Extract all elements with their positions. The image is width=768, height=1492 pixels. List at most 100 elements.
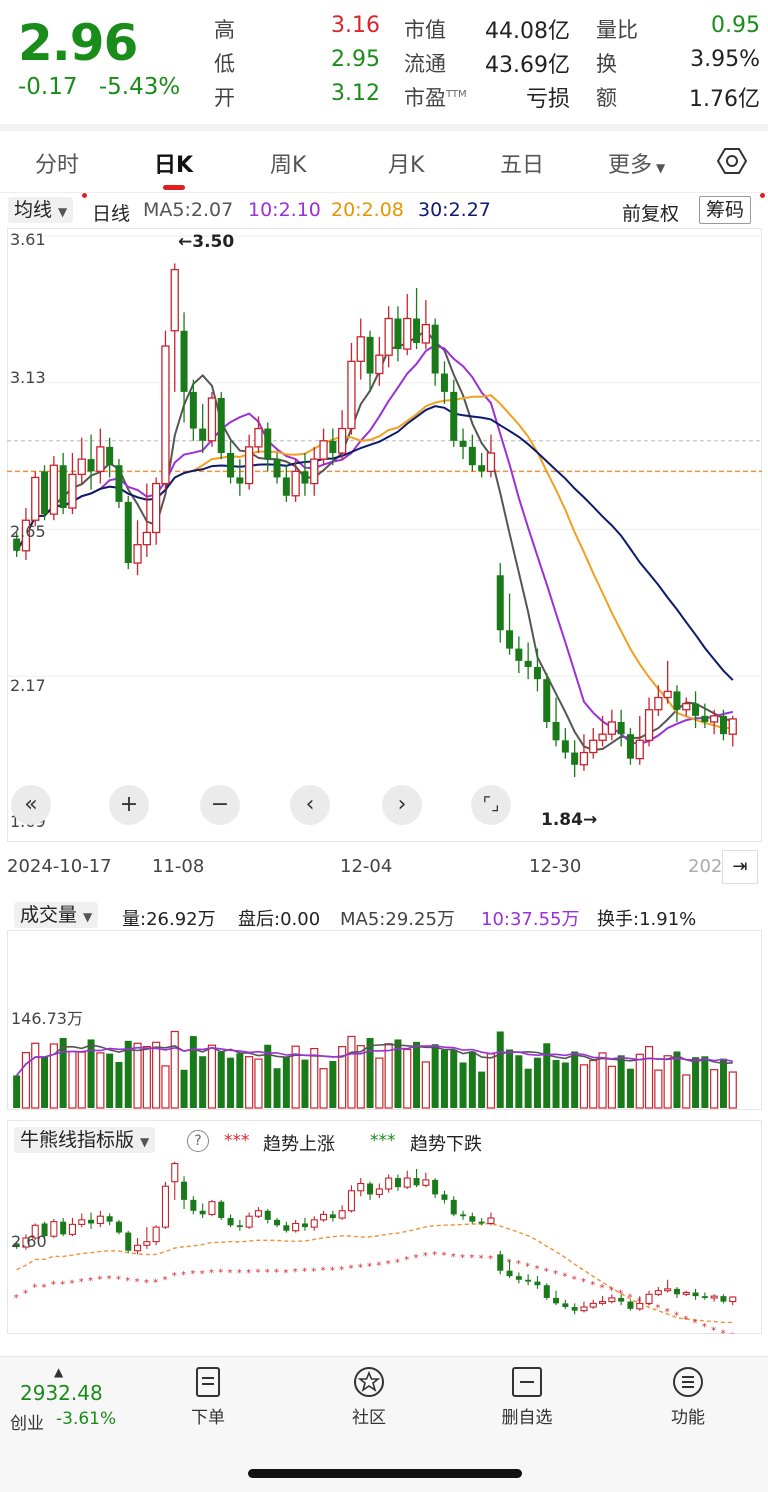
order-icon [196, 1367, 220, 1397]
candle-body [692, 703, 700, 716]
candle-body [617, 721, 625, 735]
jump-to-latest-icon[interactable]: ⇥ [722, 850, 758, 884]
candle-body [60, 1221, 67, 1235]
candle [525, 1274, 532, 1286]
candle [264, 422, 272, 472]
candle-body [170, 268, 179, 332]
candle [673, 685, 681, 722]
volume-bar [468, 1051, 476, 1108]
chip-distribution-button[interactable]: 筹码 [699, 196, 752, 224]
tab-five-day[interactable]: 五日 [500, 153, 545, 178]
candle [125, 1230, 132, 1253]
candle-body [199, 1210, 206, 1215]
candle [170, 263, 179, 392]
bullbear-y-tick: 2.60 [11, 1232, 47, 1251]
candle [645, 1290, 653, 1306]
candle [543, 673, 551, 729]
candle-body [645, 1293, 653, 1304]
pe-label-text: 市盈 [404, 86, 446, 110]
candle [506, 1259, 513, 1278]
candle [49, 456, 58, 521]
candle [142, 483, 152, 557]
candle-body [533, 666, 541, 680]
volume-bar [264, 1044, 272, 1108]
scroll-right-button[interactable]: › [382, 785, 422, 825]
remove-watch-button[interactable]: 删自选 [487, 1365, 567, 1428]
trend-dot: * [581, 1277, 586, 1288]
index-value[interactable]: 2932.48 [20, 1381, 103, 1405]
zoom-in-button[interactable]: + [109, 785, 149, 825]
candle-body [478, 465, 486, 472]
order-button[interactable]: 下单 [168, 1365, 248, 1428]
help-icon[interactable]: ? [187, 1130, 209, 1152]
scroll-left-button[interactable]: ‹ [290, 785, 330, 825]
chevron-down-icon: ▼ [83, 910, 93, 924]
value-high: 3.16 [331, 13, 380, 38]
triangle-up-icon: ▲ [54, 1365, 64, 1379]
candle-body [329, 440, 337, 454]
adjust-mode[interactable]: 前复权 [622, 203, 680, 225]
candle [403, 1170, 411, 1189]
value-turnover: 3.95% [690, 47, 760, 72]
candle-body [534, 1281, 541, 1286]
bullbear-chart[interactable]: * * * * * * * * * * * * * * * * * * * * * * * * * * * * * * * * * * * * * * * *… [7, 1155, 762, 1334]
remove-watch-icon [512, 1367, 542, 1397]
tab-intraday[interactable]: 分时 [35, 153, 80, 178]
trend-dot: * [162, 1275, 167, 1286]
volume-bar [635, 1053, 644, 1109]
volume-bar [282, 1057, 290, 1108]
candle [607, 709, 616, 741]
candle [626, 728, 634, 765]
fullscreen-button[interactable]: ⌜⌟ [471, 785, 511, 825]
candle-body [682, 1291, 690, 1295]
menu-icon [673, 1367, 703, 1397]
candle-body [22, 1237, 30, 1248]
tab-weekly-k[interactable]: 周K [270, 153, 307, 178]
candle [506, 593, 514, 655]
bullbear-indicator-dropdown[interactable]: 牛熊线指标版 ▼ [14, 1127, 156, 1153]
volume-bar [617, 1055, 625, 1108]
candle-body [635, 739, 644, 760]
candle-body [124, 501, 132, 564]
candle [199, 404, 207, 454]
bullbear-frame [7, 1120, 762, 1334]
candle-body [618, 1297, 625, 1302]
volume-indicator-dropdown[interactable]: 成交量 ▼ [14, 902, 99, 928]
trend-dot: * [135, 1277, 140, 1288]
candle-body [654, 696, 663, 711]
tab-daily-k[interactable]: 日K [154, 153, 194, 178]
candle-body [422, 1179, 430, 1186]
candle-body [468, 446, 476, 466]
kline-chart[interactable] [7, 228, 762, 842]
candle [682, 1290, 690, 1297]
candle [487, 1212, 495, 1226]
zoom-out-button[interactable]: − [200, 785, 240, 825]
community-button[interactable]: 社区 [329, 1365, 409, 1428]
candle [161, 1181, 169, 1229]
chevron-down-icon: ▼ [58, 205, 68, 219]
trend-dot: * [311, 1266, 316, 1277]
volume-bar [375, 1057, 384, 1109]
tab-monthly-k[interactable]: 月K [388, 153, 425, 178]
volume-chart[interactable] [7, 930, 762, 1110]
trend-dot: * [618, 1289, 623, 1300]
candle-body [719, 715, 727, 735]
volume-bar [663, 1055, 672, 1109]
settings-hexagon-icon[interactable] [716, 145, 748, 177]
trend-dot: * [627, 1292, 632, 1303]
candle-body [49, 464, 58, 515]
candle-body [450, 391, 458, 441]
candle [356, 318, 365, 380]
index-name: 创业 [10, 1414, 44, 1434]
indicator-dropdown[interactable]: 均线 ▼ [8, 197, 74, 223]
tab-more[interactable]: 更多 ▼ [608, 147, 665, 179]
volume-bar [431, 1044, 439, 1108]
functions-button[interactable]: 功能 [648, 1365, 728, 1428]
ma30-value: 30:2.27 [418, 199, 491, 221]
candle [283, 1221, 290, 1233]
label-float-cap: 流通 [404, 52, 446, 76]
candle [31, 471, 40, 527]
candle [199, 1203, 206, 1219]
zoom-out-far-button[interactable]: « [11, 785, 51, 825]
candle [22, 1234, 30, 1250]
